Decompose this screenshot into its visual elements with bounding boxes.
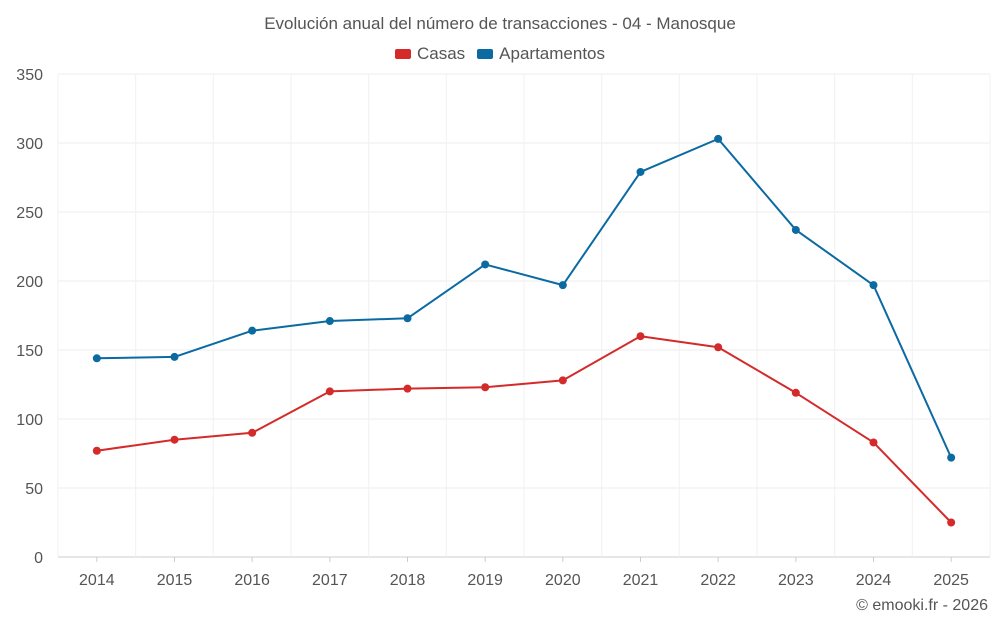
legend-item-apartamentos[interactable]: Apartamentos [477, 44, 605, 64]
data-point-apartamentos [325, 317, 334, 326]
data-point-apartamentos [92, 354, 101, 363]
copyright-credit: © emooki.fr - 2026 [856, 597, 988, 614]
data-point-casas [325, 387, 334, 396]
series-line-casas [96, 335, 952, 524]
y-tick-label: 200 [16, 274, 43, 291]
x-tick-label: 2017 [312, 572, 348, 589]
x-tick-label: 2018 [390, 572, 426, 589]
data-point-casas [869, 438, 878, 447]
data-point-apartamentos [791, 225, 800, 234]
data-point-apartamentos [869, 281, 878, 290]
x-tick-label: 2024 [856, 572, 892, 589]
y-tick-label: 300 [16, 136, 43, 153]
data-point-casas [403, 384, 412, 393]
y-tick-label: 350 [16, 67, 43, 84]
x-tick-label: 2020 [545, 572, 581, 589]
data-point-casas [92, 446, 101, 455]
data-point-casas [481, 383, 490, 392]
data-point-apartamentos [558, 281, 567, 290]
legend: Casas Apartamentos [0, 44, 1000, 64]
legend-swatch-casas [394, 49, 411, 59]
data-point-apartamentos [947, 453, 956, 462]
x-tick-label: 2025 [933, 572, 969, 589]
data-point-casas [791, 388, 800, 397]
y-tick-label: 250 [16, 205, 43, 222]
x-tick-label: 2014 [79, 572, 115, 589]
y-tick-label: 0 [34, 550, 43, 567]
y-tick-label: 150 [16, 343, 43, 360]
x-tick-label: 2016 [234, 572, 270, 589]
series-line-apartamentos [96, 137, 953, 459]
data-point-casas [248, 428, 257, 437]
data-point-casas [714, 343, 723, 352]
legend-swatch-apartamentos [477, 49, 494, 59]
data-point-apartamentos [636, 167, 645, 176]
data-point-apartamentos [248, 326, 257, 335]
x-tick-label: 2019 [467, 572, 503, 589]
chart-title: Evolución anual del número de transaccio… [264, 14, 736, 33]
data-point-casas [170, 435, 179, 444]
data-point-apartamentos [481, 260, 490, 269]
x-tick-label: 2021 [623, 572, 659, 589]
data-point-apartamentos [403, 314, 412, 323]
x-tick-label: 2023 [778, 572, 814, 589]
data-point-apartamentos [714, 134, 723, 143]
legend-item-casas[interactable]: Casas [394, 44, 466, 64]
legend-label-casas: Casas [416, 44, 466, 63]
data-point-casas [947, 518, 956, 527]
y-tick-label: 50 [25, 481, 43, 498]
legend-label-apartamentos: Apartamentos [499, 44, 606, 63]
data-point-casas [636, 332, 645, 341]
data-point-apartamentos [170, 352, 179, 361]
x-tick-label: 2022 [700, 572, 736, 589]
data-point-casas [558, 376, 567, 385]
x-tick-label: 2015 [157, 572, 193, 589]
y-tick-label: 100 [16, 412, 43, 429]
